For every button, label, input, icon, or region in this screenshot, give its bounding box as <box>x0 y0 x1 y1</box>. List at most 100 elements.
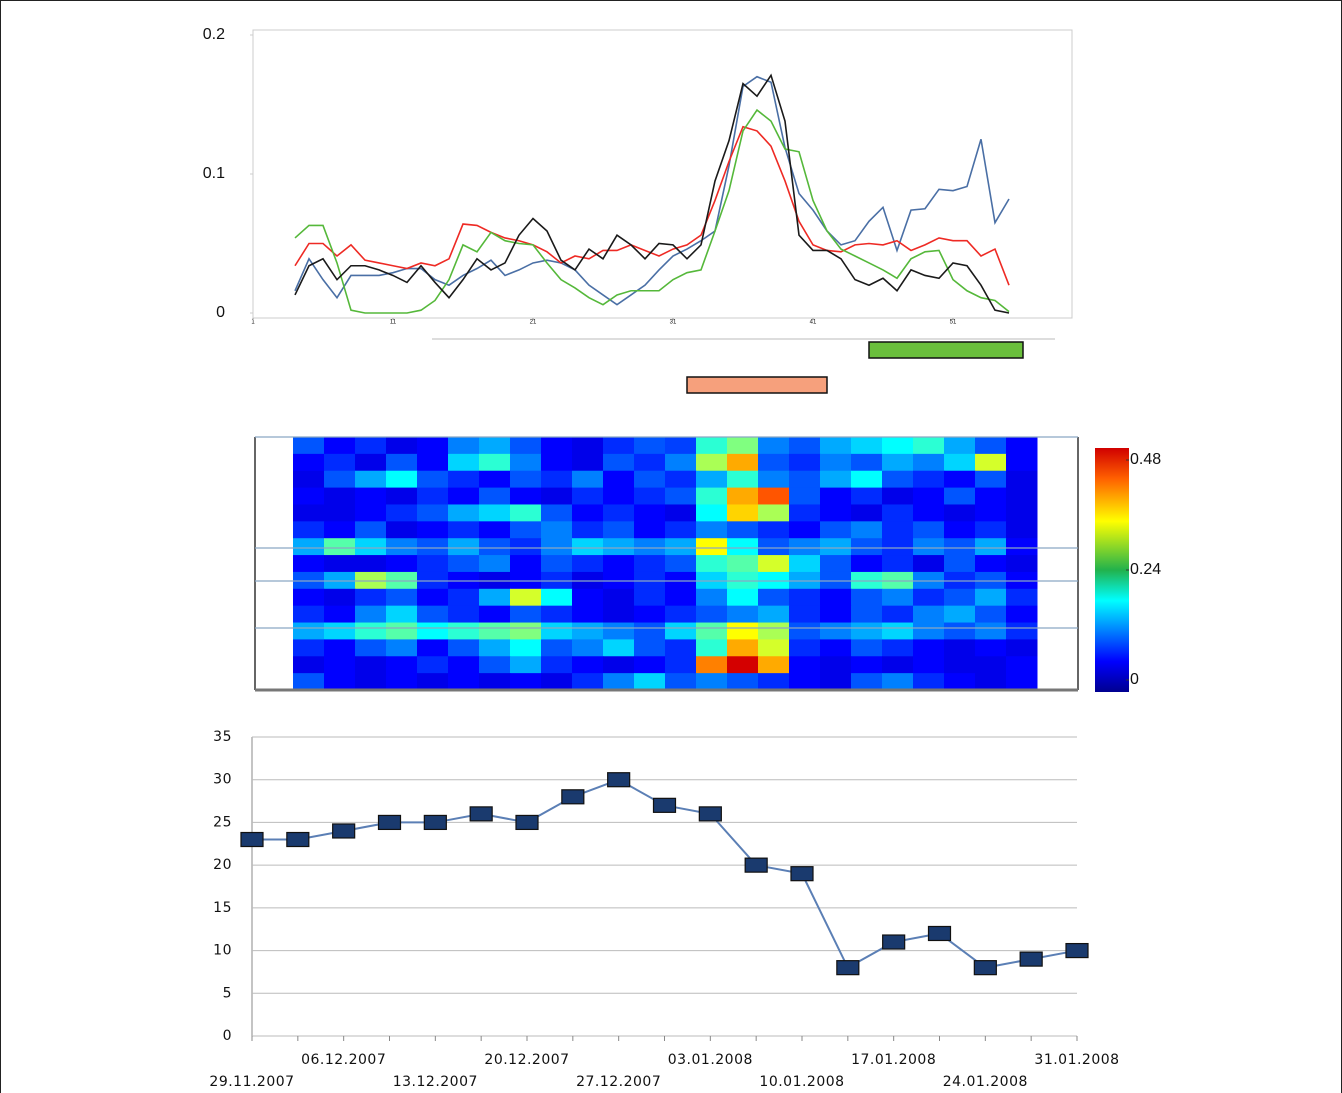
heat-cell <box>727 639 759 657</box>
heat-cell <box>293 538 325 556</box>
heat-cell <box>882 639 914 657</box>
heat-cell <box>572 504 604 522</box>
heat-cell <box>851 673 883 691</box>
marker <box>927 925 952 942</box>
heat-cell <box>355 622 387 640</box>
heat-cell <box>417 504 449 522</box>
heat-cell <box>758 656 790 674</box>
heat-cell <box>851 555 883 573</box>
heat-cell <box>479 487 511 505</box>
marker <box>561 789 585 805</box>
heat-cell <box>758 588 790 607</box>
heat-cell <box>634 622 666 640</box>
colorbar <box>1095 448 1129 692</box>
heat-cell <box>727 555 759 573</box>
heat-cell <box>882 656 914 674</box>
heat-cell <box>448 673 480 691</box>
heat-cell <box>944 437 976 455</box>
heat-cell <box>913 673 945 691</box>
heat-cell <box>417 588 449 607</box>
heat-cell <box>634 656 666 674</box>
y-tick-label: 0.2 <box>203 26 225 43</box>
heat-cell <box>417 605 449 624</box>
heat-cell <box>448 521 480 539</box>
heat-cell <box>324 673 356 691</box>
heat-cell <box>355 538 387 556</box>
heat-cell <box>541 470 573 489</box>
heat-cell <box>603 673 635 691</box>
heat-cell <box>665 656 697 674</box>
heat-cell <box>758 555 790 573</box>
heat-cell <box>572 673 604 691</box>
x-tick-label: 03.01.2008 <box>668 1052 753 1068</box>
heat-cell <box>727 470 759 489</box>
heat-cell <box>634 588 666 607</box>
heat-cell <box>727 453 759 472</box>
heat-cell <box>386 538 418 556</box>
x-tick-label: 11 <box>390 320 397 326</box>
heat-cell <box>882 437 914 455</box>
heat-cell <box>851 639 883 657</box>
heat-cell <box>293 656 325 674</box>
heat-cell <box>1006 538 1038 556</box>
heat-cell <box>324 639 356 657</box>
heat-cell <box>882 470 914 489</box>
heat-cell <box>448 453 480 472</box>
heat-cell <box>634 504 666 522</box>
marker <box>836 960 860 976</box>
heat-cell <box>541 639 573 657</box>
heat-cell <box>975 470 1007 489</box>
heat-cell <box>882 504 914 522</box>
heat-cell <box>386 555 418 573</box>
heat-cell <box>851 656 883 674</box>
marker <box>332 823 356 839</box>
heat-cell <box>696 521 728 539</box>
heat-cell <box>386 622 418 640</box>
heat-cell <box>665 588 697 607</box>
heat-cell <box>820 487 852 505</box>
y-tick-label: 0 <box>216 304 225 321</box>
heat-cell <box>510 555 542 573</box>
heat-cell <box>510 673 542 691</box>
heat-cell <box>324 588 356 607</box>
heat-cell <box>634 555 666 573</box>
heat-cell <box>944 453 976 472</box>
heat-cell <box>603 555 635 573</box>
heat-cell <box>851 538 883 556</box>
heat-cell <box>758 538 790 556</box>
heat-cell <box>448 622 480 640</box>
heat-cell <box>758 504 790 522</box>
heat-cell <box>603 588 635 607</box>
heat-cell <box>572 487 604 505</box>
heat-cell <box>665 673 697 691</box>
marker <box>423 814 447 831</box>
heat-cell <box>1006 588 1038 607</box>
heat-cell <box>324 555 356 573</box>
heat-cell <box>944 622 976 640</box>
heat-cell <box>882 453 914 472</box>
heat-cell <box>820 470 852 489</box>
heat-cell <box>665 487 697 505</box>
marker <box>240 831 264 848</box>
heat-cell <box>324 656 356 674</box>
y-tick-label: 35 <box>213 729 232 745</box>
marker <box>973 960 997 976</box>
x-tick-label: 31 <box>670 320 677 326</box>
heat-cell <box>944 588 976 607</box>
heat-cell <box>355 453 387 472</box>
heat-cell <box>820 673 852 691</box>
heat-cell <box>851 521 883 539</box>
heat-cell <box>913 453 945 472</box>
heat-cell <box>1006 656 1038 674</box>
heat-cell <box>417 656 449 674</box>
heat-cell <box>541 487 573 505</box>
heat-cell <box>479 521 511 539</box>
y-tick-label: 5 <box>223 985 232 1001</box>
heat-cell <box>727 588 759 607</box>
series-line <box>294 73 1010 314</box>
heat-cell <box>603 487 635 505</box>
heat-cell <box>820 437 852 455</box>
heat-cell <box>944 605 976 624</box>
heat-cell <box>603 605 635 624</box>
y-tick-label: 0 <box>223 1028 232 1044</box>
